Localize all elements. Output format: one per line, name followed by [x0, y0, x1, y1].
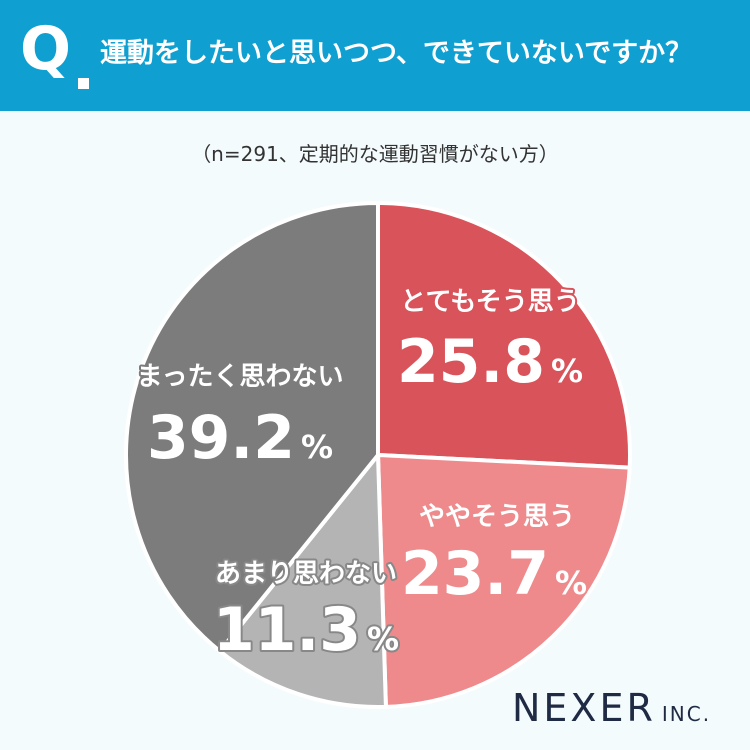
slice-value-2: 23.7% [401, 539, 587, 609]
logo-suffix: INC. [661, 702, 712, 726]
slice-value-number-3: 11.3 [213, 595, 361, 665]
pie-slice-2 [376, 453, 632, 709]
pie-slice-3 [217, 453, 388, 709]
slice-value-unit-2: % [555, 564, 587, 602]
slice-value-1: 25.8% [397, 327, 583, 397]
slice-value-3: 11.3% [213, 595, 399, 665]
slice-value-number-2: 23.7 [401, 539, 549, 609]
question-header: Q 運動をしたいと思いつつ、できていないですか？ [0, 0, 750, 111]
slice-value-unit-4: % [301, 428, 333, 466]
question-title: 運動をしたいと思いつつ、できていないですか？ [100, 38, 693, 69]
slice-value-number-4: 39.2 [147, 403, 295, 473]
slice-value-4: 39.2% [147, 403, 333, 473]
q-mark: Q [20, 14, 71, 84]
slice-value-unit-1: % [551, 352, 583, 390]
slice-value-unit-3: % [367, 620, 399, 658]
pie-slice-1 [376, 201, 632, 470]
pie-slice-4 [124, 201, 380, 654]
nexer-logo: NEXER INC. [512, 686, 711, 730]
slice-label-1: とてもそう思う [400, 287, 579, 317]
slice-label-3: あまり思わない [215, 559, 397, 589]
slice-label-4: まったく思わない [137, 362, 344, 392]
sample-note: （n=291、定期的な運動習慣がない方） [191, 142, 559, 166]
slice-label-2: ややそう思う [419, 502, 575, 532]
logo-name: NEXER [512, 686, 656, 730]
q-dot-decoration [78, 78, 89, 89]
slice-value-number-1: 25.8 [397, 327, 545, 397]
